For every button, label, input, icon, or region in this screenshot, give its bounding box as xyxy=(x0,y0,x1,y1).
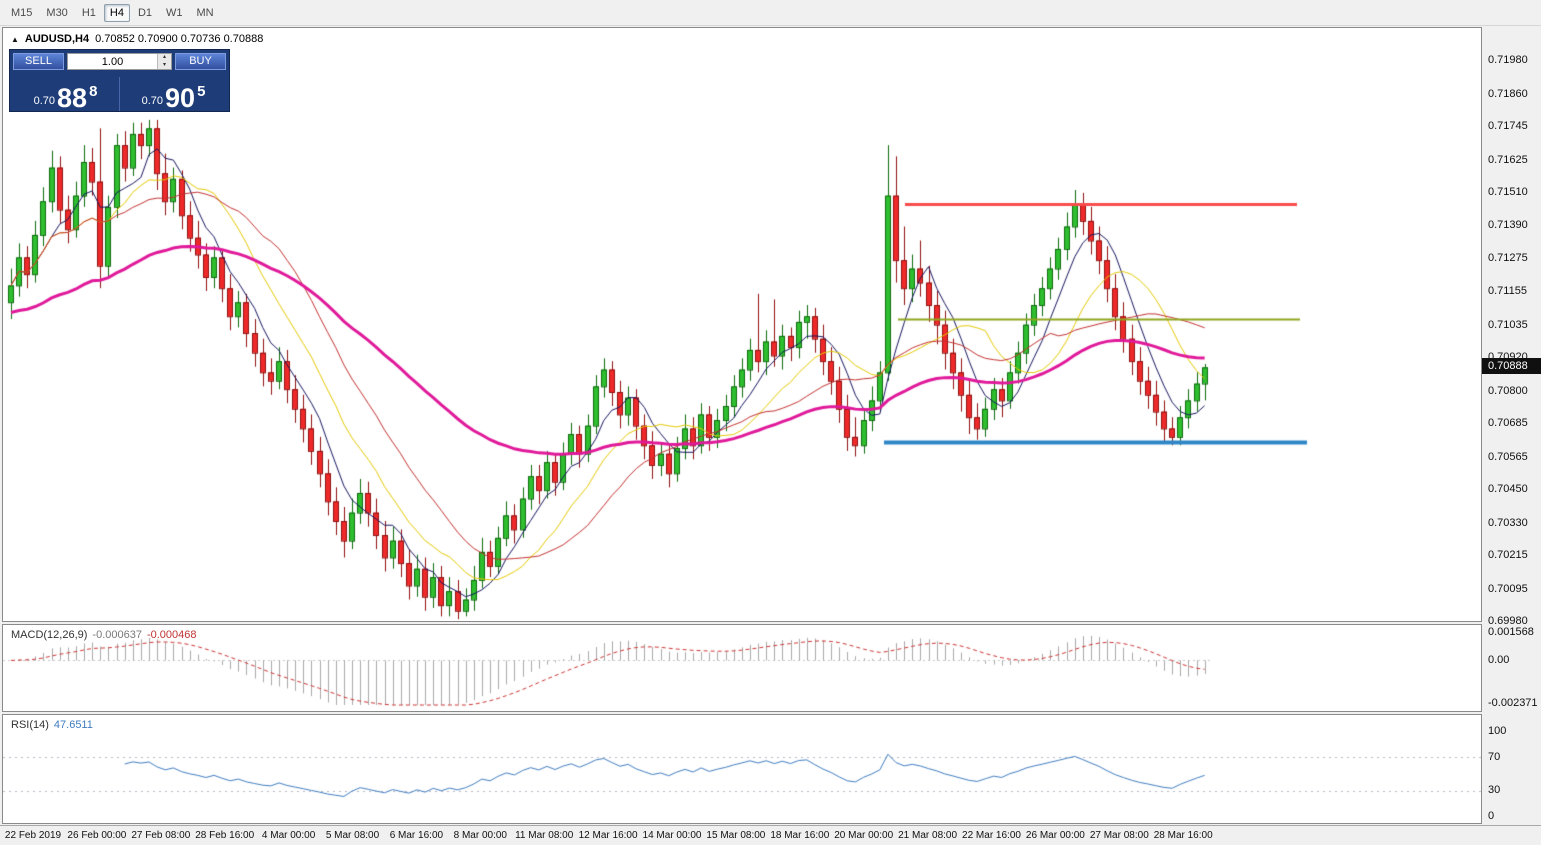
time-axis-label: 15 Mar 08:00 xyxy=(706,830,766,841)
quote-divider xyxy=(119,77,120,111)
macd-panel: MACD(12,26,9) -0.000637 -0.000468 xyxy=(2,624,1482,712)
chart-symbol-label: AUDUSD,H4 xyxy=(24,33,90,45)
time-axis-label: 14 Mar 00:00 xyxy=(642,830,702,841)
price-axis-label: 0.71860 xyxy=(1488,87,1528,100)
volume-spin-buttons: ▴ ▾ xyxy=(157,54,171,69)
timeframe-toolbar: M15 M30 H1 H4 D1 W1 MN xyxy=(0,0,1541,26)
macd-main-value: -0.000637 xyxy=(92,629,142,641)
time-axis-label: 22 Mar 16:00 xyxy=(962,830,1021,841)
time-axis-label: 11 Mar 08:00 xyxy=(515,830,574,841)
rsi-panel: RSI(14) 47.6511 xyxy=(2,714,1482,824)
time-axis-label: 26 Mar 00:00 xyxy=(1025,830,1085,841)
price-axis-label: 0.70920 xyxy=(1488,351,1528,364)
time-axis-label: 26 Feb 00:00 xyxy=(67,830,127,841)
timeframe-button-m15[interactable]: M15 xyxy=(11,6,33,19)
timeframe-button-m30[interactable]: M30 xyxy=(46,6,68,19)
time-axis-label: 28 Mar 16:00 xyxy=(1153,830,1213,841)
buy-price-pip: 5 xyxy=(197,83,206,100)
time-axis-label: 18 Mar 16:00 xyxy=(770,830,830,841)
price-axis-label: 0.70800 xyxy=(1488,384,1528,397)
timeframe-button-h4[interactable]: H4 xyxy=(103,3,130,22)
timeframe-button-w1[interactable]: W1 xyxy=(166,6,183,19)
macd-axis-max: 0.001568 xyxy=(1488,626,1534,638)
price-axis-label: 0.71625 xyxy=(1488,153,1528,166)
macd-axis-min: -0.002371 xyxy=(1488,697,1538,709)
rsi-axis-30: 30 xyxy=(1488,784,1501,796)
current-price-badge: 0.70888 xyxy=(1482,358,1541,375)
time-axis-label: 21 Mar 08:00 xyxy=(898,830,958,841)
volume-stepper[interactable]: 1.00 ▴ ▾ xyxy=(67,53,172,70)
price-axis-label: 0.71510 xyxy=(1488,185,1528,198)
time-axis-label: 5 Mar 08:00 xyxy=(325,830,380,841)
price-axis-label: 0.70215 xyxy=(1488,549,1528,562)
time-axis-label: 8 Mar 00:00 xyxy=(453,830,507,841)
price-axis-label: 0.70565 xyxy=(1488,450,1528,463)
rsi-axis-100: 100 xyxy=(1488,725,1507,737)
price-axis-label: 0.70330 xyxy=(1488,516,1528,529)
sell-button[interactable]: SELL xyxy=(13,53,64,70)
price-axis-label: 0.70450 xyxy=(1488,483,1528,496)
timeframe-button-h1[interactable]: H1 xyxy=(81,6,96,19)
chart-ohlc-values: 0.70852 0.70900 0.70736 0.70888 xyxy=(95,33,264,45)
price-chart-panel: ▲ AUDUSD,H4 0.70852 0.70900 0.70736 0.70… xyxy=(2,27,1482,622)
macd-canvas[interactable] xyxy=(3,625,1481,711)
macd-signal-value: -0.000468 xyxy=(146,629,197,641)
macd-axis: 0.001568 0.00 -0.002371 xyxy=(1482,624,1541,712)
time-axis-label: 27 Feb 08:00 xyxy=(131,830,191,841)
time-axis: 22 Feb 2019 26 Feb 00:00 27 Feb 08:00 28 Fe… xyxy=(0,825,1541,845)
time-axis-label: 20 Mar 00:00 xyxy=(834,830,894,841)
time-axis-label: 12 Mar 16:00 xyxy=(578,830,638,841)
timeframe-button-mn[interactable]: MN xyxy=(196,6,214,19)
price-axis-label: 0.71745 xyxy=(1488,119,1528,132)
time-axis-label: 22 Feb 2019 xyxy=(4,830,62,841)
time-axis-label: 6 Mar 16:00 xyxy=(389,830,444,841)
price-axis: 0.70888 0.71980 0.71860 0.71745 0.71625 0.71… xyxy=(1482,27,1541,627)
timeframe-button-d1[interactable]: D1 xyxy=(137,6,152,19)
macd-label: MACD(12,26,9) xyxy=(11,629,88,641)
price-axis-label: 0.70095 xyxy=(1488,582,1528,595)
collapse-trade-panel-icon[interactable]: ▲ xyxy=(11,34,19,44)
one-click-trading-panel: SELL 1.00 ▴ ▾ BUY 0.70 88 8 0.70 90 5 xyxy=(9,49,230,112)
rsi-canvas[interactable] xyxy=(3,715,1481,823)
rsi-axis-70: 70 xyxy=(1488,751,1501,763)
chart-title-row: ▲ AUDUSD,H4 0.70852 0.70900 0.70736 0.70… xyxy=(11,33,263,45)
price-chart-canvas[interactable] xyxy=(3,28,1481,621)
price-axis-label: 0.71155 xyxy=(1488,285,1527,298)
sell-price-pip: 8 xyxy=(89,83,98,100)
time-axis-label: 28 Feb 16:00 xyxy=(195,830,255,841)
buy-button[interactable]: BUY xyxy=(175,53,226,70)
buy-price-big: 90 xyxy=(165,83,196,113)
price-axis-label: 0.70685 xyxy=(1488,417,1528,430)
rsi-value: 47.6511 xyxy=(53,719,93,731)
rsi-axis-0: 0 xyxy=(1488,810,1495,822)
volume-value[interactable]: 1.00 xyxy=(101,55,124,68)
rsi-axis: 100 70 30 0 xyxy=(1482,714,1541,824)
price-axis-label: 0.71390 xyxy=(1488,219,1528,232)
volume-up-icon[interactable]: ▴ xyxy=(158,54,171,62)
sell-price-big: 88 xyxy=(57,83,88,113)
macd-axis-zero: 0.00 xyxy=(1488,654,1510,666)
time-axis-label: 27 Mar 08:00 xyxy=(1089,830,1149,841)
time-axis-label: 4 Mar 00:00 xyxy=(261,830,316,841)
sell-quote[interactable]: 0.70 88 8 xyxy=(14,83,117,113)
rsi-label: RSI(14) xyxy=(11,719,49,731)
price-axis-label: 0.71980 xyxy=(1488,54,1528,66)
volume-down-icon[interactable]: ▾ xyxy=(158,61,171,69)
sell-price-prefix: 0.70 xyxy=(33,95,56,107)
buy-price-prefix: 0.70 xyxy=(141,95,164,107)
macd-label-row: MACD(12,26,9) -0.000637 -0.000468 xyxy=(11,629,197,641)
price-axis-label: 0.71275 xyxy=(1488,251,1528,264)
price-axis-label: 0.71035 xyxy=(1488,319,1528,332)
buy-quote[interactable]: 0.70 90 5 xyxy=(122,83,225,113)
rsi-label-row: RSI(14) 47.6511 xyxy=(11,719,93,731)
